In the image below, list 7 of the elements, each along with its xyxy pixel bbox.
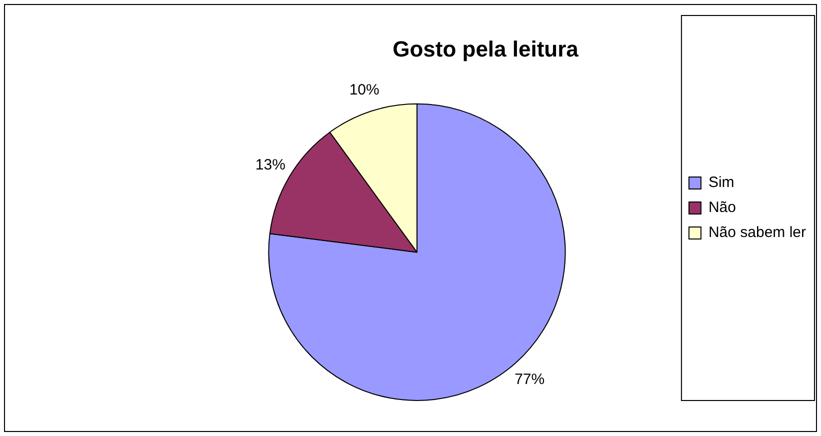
legend-label: Não sabem ler [708, 224, 806, 242]
data-label: 13% [255, 156, 286, 174]
data-label: 77% [514, 371, 545, 388]
legend-label: Sim [708, 174, 734, 192]
data-label: 10% [349, 81, 380, 98]
legend-label: Não [708, 199, 736, 216]
chart-title: Gosto pela leitura [392, 36, 580, 62]
